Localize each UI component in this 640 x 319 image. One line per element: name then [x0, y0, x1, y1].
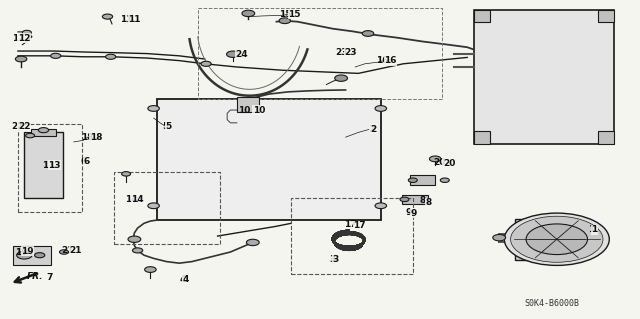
Circle shape — [38, 128, 49, 133]
Text: 12: 12 — [12, 34, 24, 43]
Text: 11: 11 — [128, 15, 141, 24]
Circle shape — [279, 18, 291, 24]
Text: 8: 8 — [426, 198, 432, 207]
Text: 2: 2 — [368, 125, 374, 134]
Text: 14: 14 — [131, 195, 144, 204]
Circle shape — [493, 234, 506, 241]
Circle shape — [375, 106, 387, 111]
Text: 3: 3 — [330, 256, 336, 264]
Circle shape — [102, 14, 113, 19]
Text: 7: 7 — [46, 273, 52, 282]
Text: 3: 3 — [333, 256, 339, 264]
Text: 20: 20 — [433, 158, 445, 167]
Text: S0K4-B6000B: S0K4-B6000B — [525, 299, 580, 308]
Bar — [114, 172, 220, 244]
Text: 23: 23 — [335, 48, 348, 57]
Bar — [237, 97, 259, 112]
Text: 18: 18 — [90, 133, 102, 142]
Text: 13: 13 — [48, 161, 61, 170]
Circle shape — [17, 251, 32, 259]
Text: 6: 6 — [80, 157, 86, 166]
Text: 1: 1 — [588, 225, 595, 234]
Text: 4: 4 — [179, 275, 186, 284]
Circle shape — [504, 213, 609, 265]
Bar — [474, 10, 614, 144]
Circle shape — [400, 197, 409, 202]
Circle shape — [22, 30, 31, 35]
Text: 19: 19 — [15, 248, 28, 256]
Bar — [13, 246, 51, 265]
Text: 9: 9 — [405, 208, 412, 217]
Bar — [402, 195, 428, 204]
Text: 23: 23 — [344, 48, 357, 57]
Text: 17: 17 — [353, 221, 366, 230]
Text: 5: 5 — [162, 122, 168, 130]
Circle shape — [148, 203, 159, 209]
Circle shape — [242, 10, 255, 17]
Text: 15: 15 — [279, 10, 292, 19]
Text: 1: 1 — [591, 225, 598, 234]
Text: 9: 9 — [411, 209, 417, 218]
Bar — [291, 198, 413, 274]
Text: 11: 11 — [120, 15, 133, 24]
Text: 21: 21 — [69, 246, 82, 255]
Circle shape — [362, 31, 374, 36]
Text: 14: 14 — [125, 195, 138, 204]
Bar — [18, 124, 82, 212]
Circle shape — [440, 178, 449, 182]
Circle shape — [128, 236, 141, 242]
Circle shape — [375, 203, 387, 209]
Bar — [598, 131, 614, 144]
Circle shape — [511, 216, 603, 262]
Circle shape — [106, 54, 116, 59]
Text: 2: 2 — [370, 125, 376, 134]
Text: 17: 17 — [344, 220, 357, 229]
Bar — [515, 219, 563, 260]
Text: 20: 20 — [443, 159, 455, 168]
Text: 16: 16 — [376, 56, 389, 65]
Circle shape — [526, 224, 588, 255]
Bar — [474, 10, 490, 22]
Circle shape — [132, 248, 143, 253]
Circle shape — [122, 172, 131, 176]
Text: 22: 22 — [18, 122, 31, 131]
Text: 18: 18 — [81, 133, 94, 142]
Text: 22: 22 — [12, 122, 24, 130]
Circle shape — [15, 56, 27, 62]
Text: 16: 16 — [384, 56, 397, 65]
Bar — [31, 129, 56, 136]
Bar — [474, 131, 490, 144]
Circle shape — [60, 250, 68, 254]
Circle shape — [408, 178, 417, 182]
Circle shape — [35, 253, 45, 258]
Text: 6: 6 — [83, 157, 90, 166]
Circle shape — [246, 239, 259, 246]
Circle shape — [145, 267, 156, 272]
Text: 24: 24 — [236, 50, 248, 59]
Text: 10: 10 — [238, 106, 251, 115]
Text: 13: 13 — [42, 161, 54, 170]
Bar — [157, 99, 381, 220]
Circle shape — [227, 51, 239, 57]
Circle shape — [148, 106, 159, 111]
Text: 15: 15 — [288, 10, 301, 19]
Text: 21: 21 — [61, 246, 74, 255]
Bar — [410, 175, 435, 185]
Text: 8: 8 — [419, 197, 426, 205]
Text: 12: 12 — [18, 34, 31, 43]
Bar — [24, 132, 63, 198]
Circle shape — [51, 53, 61, 58]
Circle shape — [429, 156, 441, 162]
Text: 4: 4 — [182, 275, 189, 284]
Circle shape — [335, 75, 348, 81]
Text: FR.: FR. — [27, 272, 44, 281]
Text: 5: 5 — [165, 122, 172, 130]
Text: 19: 19 — [21, 247, 34, 256]
Text: 10: 10 — [253, 106, 265, 115]
Circle shape — [201, 61, 211, 66]
Circle shape — [26, 133, 35, 138]
Bar — [598, 10, 614, 22]
